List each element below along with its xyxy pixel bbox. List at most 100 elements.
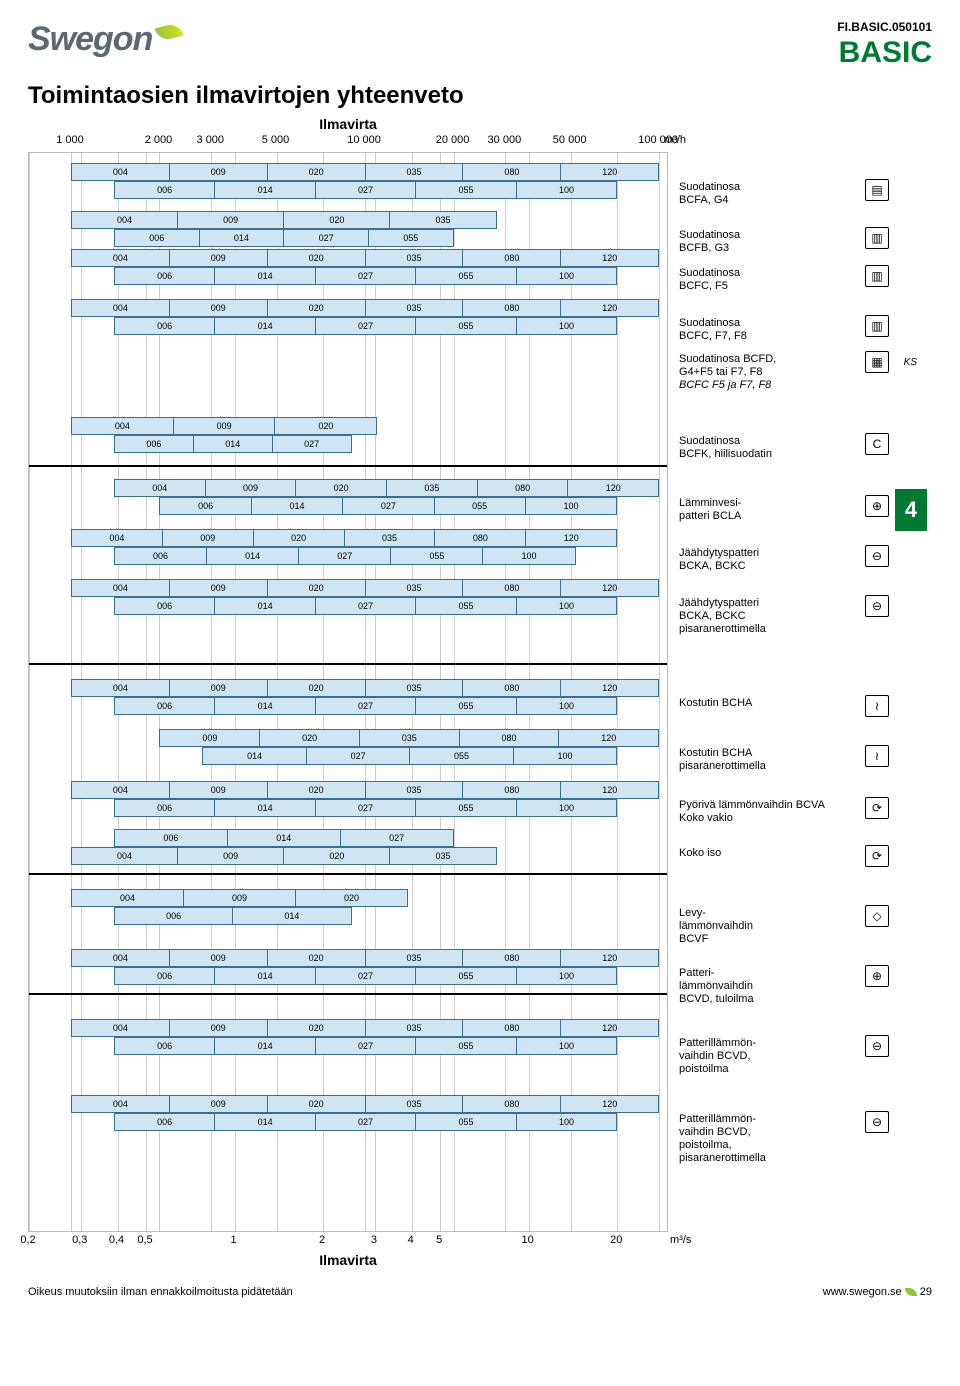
component-icon: ⟳ <box>865 845 889 867</box>
chart-row: 004009020035080120 <box>29 1019 667 1037</box>
chart-row: 004009020035080120 <box>29 949 667 967</box>
row-label: Levy- lämmönvaihdin BCVF <box>669 907 879 946</box>
range-bar: 006014027055100 <box>114 317 617 335</box>
component-icon: ⊖ <box>865 1111 889 1133</box>
range-bar: 004009020035 <box>71 211 497 229</box>
chart-row: 006014027055100Suodatinosa BCFC, F5▥ <box>29 267 667 285</box>
range-bar: 006014027055100 <box>114 799 617 817</box>
row-label: Suodatinosa BCFC, F7, F8 <box>669 317 879 343</box>
chart-row: 004009020035 <box>29 211 667 229</box>
chart-grid: 4 004009020035080120006014027055100Suoda… <box>28 152 668 1232</box>
range-bar: 006014027055100 <box>114 181 617 199</box>
range-bar: 004009020035080120 <box>71 781 659 799</box>
component-icon: ⊖ <box>865 545 889 567</box>
chart-row: 006014027055100Suodatinosa BCFA, G4▤ <box>29 181 667 199</box>
row-label: Suodatinosa BCFD,G4+F5 tai F7, F8BCFC F5… <box>669 353 879 392</box>
range-bar: 006014 <box>114 907 352 925</box>
range-bar: 004009020035 <box>71 847 497 865</box>
component-icon: C <box>865 433 889 455</box>
chart-row: 004009020 <box>29 889 667 907</box>
axis-title-top: Ilmavirta <box>28 116 668 132</box>
row-label: Lämminvesi- patteri BCLA <box>669 497 879 523</box>
row-label: Pyörivä lämmönvaihdin BCVA Koko vakio <box>669 799 879 825</box>
chart-row: 006014027055100Kostutin BCHA≀ <box>29 697 667 715</box>
component-icon: ⊖ <box>865 1035 889 1057</box>
component-icon: ▥ <box>865 265 889 287</box>
chart-row: 004009020035080120 <box>29 679 667 697</box>
chart-row: 004009020035080120 <box>29 299 667 317</box>
range-bar: 004009020035080120 <box>114 479 659 497</box>
range-bar: 006014027055100 <box>159 497 617 515</box>
component-icon: ▤ <box>865 179 889 201</box>
section-tab: 4 <box>895 489 927 531</box>
range-bar: 006014027055100 <box>114 597 617 615</box>
footer-site: www.swegon.se <box>823 1286 902 1298</box>
chart-row: 006014027055100Patterillämmön- vaihdin B… <box>29 1037 667 1055</box>
row-label: Patteri- lämmönvaihdin BCVD, tuloilma <box>669 967 879 1006</box>
row-label: Kostutin BCHA <box>669 697 879 710</box>
doc-code: FI.BASIC.050101 <box>837 20 932 34</box>
range-bar: 004009020035080120 <box>71 1095 659 1113</box>
chart-row: 004009020035080120 <box>29 529 667 547</box>
logo-text: Swegon <box>28 20 152 59</box>
footer-left: Oikeus muutoksiin ilman ennakkoilmoitust… <box>28 1286 293 1298</box>
chart-row: 004009020035080120 <box>29 1095 667 1113</box>
chart-row: 006014027055100Jäähdytyspatteri BCKA, BC… <box>29 597 667 615</box>
range-bar: 004009020035080120 <box>71 249 659 267</box>
range-bar: 004009020035080120 <box>71 949 659 967</box>
component-icon: ▥ <box>865 227 889 249</box>
range-bar: 004009020035080120 <box>71 579 659 597</box>
row-label: Kostutin BCHA pisaranerottimella <box>669 747 879 773</box>
chart-row: 006014027055100Patterillämmön- vaihdin B… <box>29 1113 667 1131</box>
chart-row: 004009020 <box>29 417 667 435</box>
chart-row: 006014027055100Jäähdytyspatteri BCKA, BC… <box>29 547 667 565</box>
component-icon: ▥ <box>865 315 889 337</box>
chart-row: 004009020035Koko iso⟳ <box>29 847 667 865</box>
chart-row: 004009020035080120 <box>29 479 667 497</box>
page-footer: Oikeus muutoksiin ilman ennakkoilmoitust… <box>28 1286 932 1298</box>
range-bar: 004009020 <box>71 417 377 435</box>
range-bar: 004009020035080120 <box>71 1019 659 1037</box>
row-label: Suodatinosa BCFA, G4 <box>669 181 879 207</box>
component-icon: ≀ <box>865 745 889 767</box>
range-bar: 004009020 <box>71 889 408 907</box>
footer-right: www.swegon.se 29 <box>823 1286 932 1298</box>
chart-row: Suodatinosa BCFD,G4+F5 tai F7, F8BCFC F5… <box>29 353 667 371</box>
row-label: Suodatinosa BCFK, hiilisuodatin <box>669 435 879 461</box>
logo-leaf-icon <box>155 22 184 42</box>
range-bar: 004009020035080120 <box>71 299 659 317</box>
component-icon: ≀ <box>865 695 889 717</box>
axis-labels-top: 1 0002 0003 0005 00010 00020 00030 00050… <box>28 134 668 148</box>
component-icon: ⊖ <box>865 595 889 617</box>
row-label: Koko iso <box>669 847 879 860</box>
range-bar: 006014027055100 <box>114 697 617 715</box>
range-bar: 006014027055100 <box>114 1037 617 1055</box>
row-label: Suodatinosa BCFB, G3 <box>669 229 879 255</box>
chart-row: 006014027055100Pyörivä lämmönvaihdin BCV… <box>29 799 667 817</box>
axis-labels-bottom: 0,20,30,40,5123451020m³/s <box>28 1234 668 1248</box>
chart-row: 006014Levy- lämmönvaihdin BCVF◇ <box>29 907 667 925</box>
range-bar: 004009020035080120 <box>71 163 659 181</box>
doc-title: BASIC <box>837 36 932 70</box>
range-bar: 006014027 <box>114 435 352 453</box>
chart-row: 004009020035080120 <box>29 249 667 267</box>
chart-row: 004009020035080120 <box>29 781 667 799</box>
range-bar: 009020035080120 <box>159 729 659 747</box>
chart-row: 006014027055100Lämminvesi- patteri BCLA⊕ <box>29 497 667 515</box>
chart-row: 006014027 <box>29 829 667 847</box>
range-bar: 006014027055100 <box>114 267 617 285</box>
row-label: Patterillämmön- vaihdin BCVD, poistoilma <box>669 1037 879 1076</box>
footer-page-num: 29 <box>920 1286 932 1298</box>
page-title: Toimintaosien ilmavirtojen yhteenveto <box>28 82 932 110</box>
chart-row: 006014027055100Patteri- lämmönvaihdin BC… <box>29 967 667 985</box>
range-bar: 006014027055100 <box>114 967 617 985</box>
row-label: Jäähdytyspatteri BCKA, BCKC <box>669 547 879 573</box>
range-bar: 006014027055100 <box>114 547 576 565</box>
range-bar: 014027055100 <box>202 747 617 765</box>
chart-row: 006014027055Suodatinosa BCFB, G3▥ <box>29 229 667 247</box>
logo: Swegon <box>28 20 182 59</box>
chart-row: 006014027Suodatinosa BCFK, hiilisuodatin… <box>29 435 667 453</box>
range-bar: 006014027 <box>114 829 454 847</box>
chart-row: 006014027055100Suodatinosa BCFC, F7, F8▥ <box>29 317 667 335</box>
chart-row: 004009020035080120 <box>29 163 667 181</box>
